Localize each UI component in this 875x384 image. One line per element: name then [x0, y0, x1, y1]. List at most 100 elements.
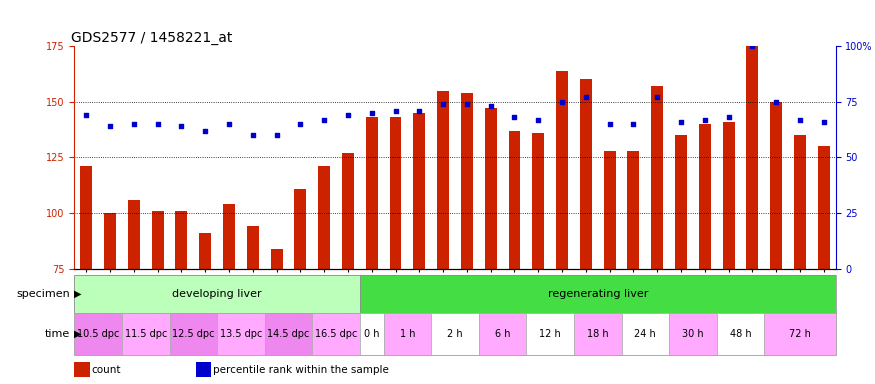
Bar — [675, 135, 687, 269]
Bar — [196, 362, 212, 377]
Bar — [176, 211, 187, 269]
Point — [341, 112, 355, 118]
Bar — [151, 211, 164, 269]
Bar — [669, 313, 717, 355]
Bar — [318, 166, 330, 269]
Bar — [360, 313, 383, 355]
Bar — [294, 189, 306, 269]
Point — [626, 121, 640, 127]
Bar — [717, 313, 764, 355]
Text: 13.5 dpc: 13.5 dpc — [220, 329, 262, 339]
Text: 2 h: 2 h — [447, 329, 463, 339]
Bar — [699, 124, 710, 269]
Bar — [723, 122, 734, 269]
Point — [365, 110, 379, 116]
Text: ▶: ▶ — [74, 329, 81, 339]
Bar — [746, 46, 759, 269]
Point — [293, 121, 307, 127]
Bar — [342, 153, 354, 269]
Point — [674, 119, 688, 125]
Bar — [556, 71, 568, 269]
Bar — [265, 313, 312, 355]
Text: 1 h: 1 h — [400, 329, 415, 339]
Text: 48 h: 48 h — [730, 329, 752, 339]
Bar — [485, 108, 497, 269]
Bar — [431, 313, 479, 355]
Bar — [574, 313, 621, 355]
Bar — [818, 146, 829, 269]
Text: ▶: ▶ — [74, 289, 81, 299]
Point — [603, 121, 617, 127]
Bar — [438, 91, 449, 269]
Text: 24 h: 24 h — [634, 329, 656, 339]
Bar — [312, 313, 360, 355]
Point — [507, 114, 522, 121]
Text: regenerating liver: regenerating liver — [548, 289, 648, 299]
Bar — [413, 113, 425, 269]
Bar — [74, 313, 122, 355]
Point — [460, 101, 474, 107]
Text: 14.5 dpc: 14.5 dpc — [267, 329, 310, 339]
Point — [222, 121, 236, 127]
Bar — [389, 118, 402, 269]
Point — [650, 94, 664, 100]
Text: 18 h: 18 h — [587, 329, 608, 339]
Bar — [360, 275, 836, 313]
Bar — [508, 131, 521, 269]
Bar — [580, 79, 592, 269]
Text: 6 h: 6 h — [495, 329, 510, 339]
Bar — [532, 133, 544, 269]
Point — [697, 116, 711, 122]
Point — [579, 94, 593, 100]
Point — [555, 99, 569, 105]
Text: GDS2577 / 1458221_at: GDS2577 / 1458221_at — [71, 31, 232, 45]
Bar — [794, 135, 806, 269]
Bar — [223, 204, 235, 269]
Bar — [270, 249, 283, 269]
Point — [127, 121, 141, 127]
Point — [722, 114, 736, 121]
Point — [746, 43, 760, 49]
Bar — [128, 200, 140, 269]
Text: 10.5 dpc: 10.5 dpc — [77, 329, 119, 339]
Text: specimen: specimen — [17, 289, 70, 299]
Text: 0 h: 0 h — [364, 329, 380, 339]
Bar — [604, 151, 616, 269]
Point — [793, 116, 807, 122]
Point — [412, 108, 426, 114]
Text: 16.5 dpc: 16.5 dpc — [315, 329, 357, 339]
Bar — [200, 233, 211, 269]
Point — [270, 132, 284, 138]
Text: 11.5 dpc: 11.5 dpc — [124, 329, 167, 339]
Point — [174, 123, 188, 129]
Bar — [170, 313, 217, 355]
Bar — [621, 313, 669, 355]
Point — [317, 116, 331, 122]
Text: 12 h: 12 h — [539, 329, 561, 339]
Bar — [80, 166, 92, 269]
Point — [388, 108, 402, 114]
Bar — [527, 313, 574, 355]
Bar — [383, 313, 431, 355]
Bar — [651, 86, 663, 269]
Point — [531, 116, 545, 122]
Bar — [461, 93, 472, 269]
Point — [199, 127, 213, 134]
Bar — [217, 313, 265, 355]
Bar — [770, 102, 782, 269]
Bar — [74, 362, 89, 377]
Text: 30 h: 30 h — [682, 329, 704, 339]
Point — [246, 132, 260, 138]
Point — [103, 123, 117, 129]
Bar — [479, 313, 527, 355]
Point — [816, 119, 830, 125]
Text: count: count — [91, 364, 121, 375]
Text: developing liver: developing liver — [172, 289, 262, 299]
Bar — [627, 151, 640, 269]
Text: 12.5 dpc: 12.5 dpc — [172, 329, 214, 339]
Text: time: time — [45, 329, 70, 339]
Text: 72 h: 72 h — [789, 329, 811, 339]
Bar — [122, 313, 170, 355]
Bar — [74, 275, 360, 313]
Point — [769, 99, 783, 105]
